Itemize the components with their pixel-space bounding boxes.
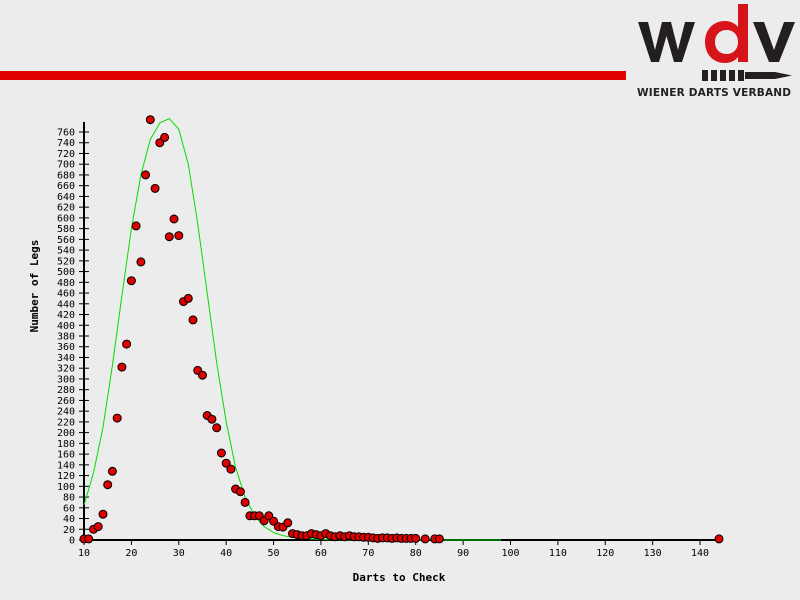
data-point (112, 413, 122, 423)
data-point (283, 518, 293, 528)
data-point (198, 370, 207, 380)
y-tick-label: 580 (57, 224, 75, 235)
y-tick-label: 40 (63, 514, 75, 525)
y-tick-label: 660 (57, 181, 75, 192)
y-tick-label: 140 (57, 460, 75, 471)
data-point (164, 232, 174, 242)
y-tick-label: 340 (57, 353, 75, 364)
x-tick-label: 10 (78, 548, 90, 559)
data-point (93, 522, 103, 532)
y-tick-label: 0 (69, 536, 75, 547)
logo-subtitle: WIENER DARTS VERBAND (637, 87, 791, 99)
data-point (240, 497, 250, 507)
data-point (150, 183, 160, 193)
y-tick-label: 720 (57, 149, 75, 160)
logo-dart-icon (702, 70, 792, 81)
data-point (714, 534, 724, 544)
y-tick-label: 760 (57, 128, 75, 139)
y-tick-label: 180 (57, 439, 75, 450)
x-tick-label: 70 (362, 548, 374, 559)
y-tick-label: 420 (57, 310, 75, 321)
data-point (126, 276, 136, 286)
y-tick-label: 740 (57, 138, 75, 149)
data-point (131, 221, 141, 231)
y-axis-ticks: 0204060801001201401601802002202402602803… (57, 128, 89, 547)
data-point (117, 362, 127, 372)
data-point (145, 115, 155, 125)
y-tick-label: 600 (57, 213, 75, 224)
y-tick-label: 440 (57, 299, 75, 310)
x-tick-label: 50 (268, 548, 280, 559)
data-point (174, 231, 184, 241)
y-tick-label: 260 (57, 396, 75, 407)
x-tick-label: 60 (315, 548, 327, 559)
series-fit-curve (83, 117, 501, 541)
y-tick-label: 20 (63, 525, 75, 536)
data-point (411, 533, 421, 543)
data-point (226, 464, 236, 474)
y-tick-label: 240 (57, 407, 75, 418)
data-point (420, 534, 430, 544)
data-point (141, 170, 151, 180)
y-tick-label: 360 (57, 342, 75, 353)
y-tick-label: 460 (57, 289, 75, 300)
x-tick-label: 110 (549, 548, 567, 559)
data-point (107, 466, 117, 476)
y-tick-label: 80 (63, 493, 75, 504)
y-axis-title: Number of Legs (28, 240, 41, 333)
y-tick-label: 160 (57, 450, 75, 461)
y-tick-label: 400 (57, 321, 75, 332)
wdv-logo: WIENER DARTS VERBAND (637, 4, 795, 99)
y-tick-label: 60 (63, 503, 75, 514)
y-tick-label: 500 (57, 267, 75, 278)
y-tick-label: 520 (57, 256, 75, 267)
data-point (188, 315, 198, 325)
y-tick-label: 560 (57, 235, 75, 246)
data-point (183, 293, 193, 303)
data-point (212, 423, 222, 433)
x-tick-label: 120 (596, 548, 614, 559)
x-tick-label: 90 (457, 548, 469, 559)
x-tick-label: 80 (410, 548, 422, 559)
y-tick-label: 540 (57, 246, 75, 257)
y-tick-label: 100 (57, 482, 75, 493)
x-tick-label: 40 (220, 548, 232, 559)
x-tick-label: 130 (644, 548, 662, 559)
y-tick-label: 620 (57, 203, 75, 214)
header-red-bar (0, 71, 626, 80)
y-tick-label: 680 (57, 170, 75, 181)
data-point (169, 214, 179, 224)
y-tick-label: 320 (57, 364, 75, 375)
data-point (84, 534, 94, 544)
y-tick-label: 300 (57, 374, 75, 385)
y-tick-label: 120 (57, 471, 75, 482)
x-axis-ticks: 10 20 30 40 50 60 70 80 90 100 110 120 130 140 (78, 540, 709, 559)
data-point (235, 487, 245, 497)
y-tick-label: 700 (57, 160, 75, 171)
chart-axes (83, 122, 722, 541)
data-point (103, 480, 113, 490)
data-point (160, 132, 170, 142)
y-tick-label: 480 (57, 278, 75, 289)
data-point (216, 448, 226, 458)
x-tick-label: 30 (173, 548, 185, 559)
data-point (221, 458, 231, 468)
y-tick-label: 640 (57, 192, 75, 203)
data-point (122, 339, 132, 349)
y-tick-label: 380 (57, 332, 75, 343)
y-tick-label: 200 (57, 428, 75, 439)
x-tick-label: 140 (691, 548, 709, 559)
logo-wordmark (638, 4, 795, 63)
data-point (136, 257, 146, 267)
x-axis-title: Darts to Check (353, 571, 446, 584)
data-point (434, 534, 444, 544)
y-tick-label: 280 (57, 385, 75, 396)
x-tick-label: 20 (125, 548, 137, 559)
x-tick-label: 100 (501, 548, 519, 559)
y-tick-label: 220 (57, 417, 75, 428)
data-point (98, 509, 108, 519)
series-points (79, 115, 724, 544)
data-point (207, 414, 217, 424)
